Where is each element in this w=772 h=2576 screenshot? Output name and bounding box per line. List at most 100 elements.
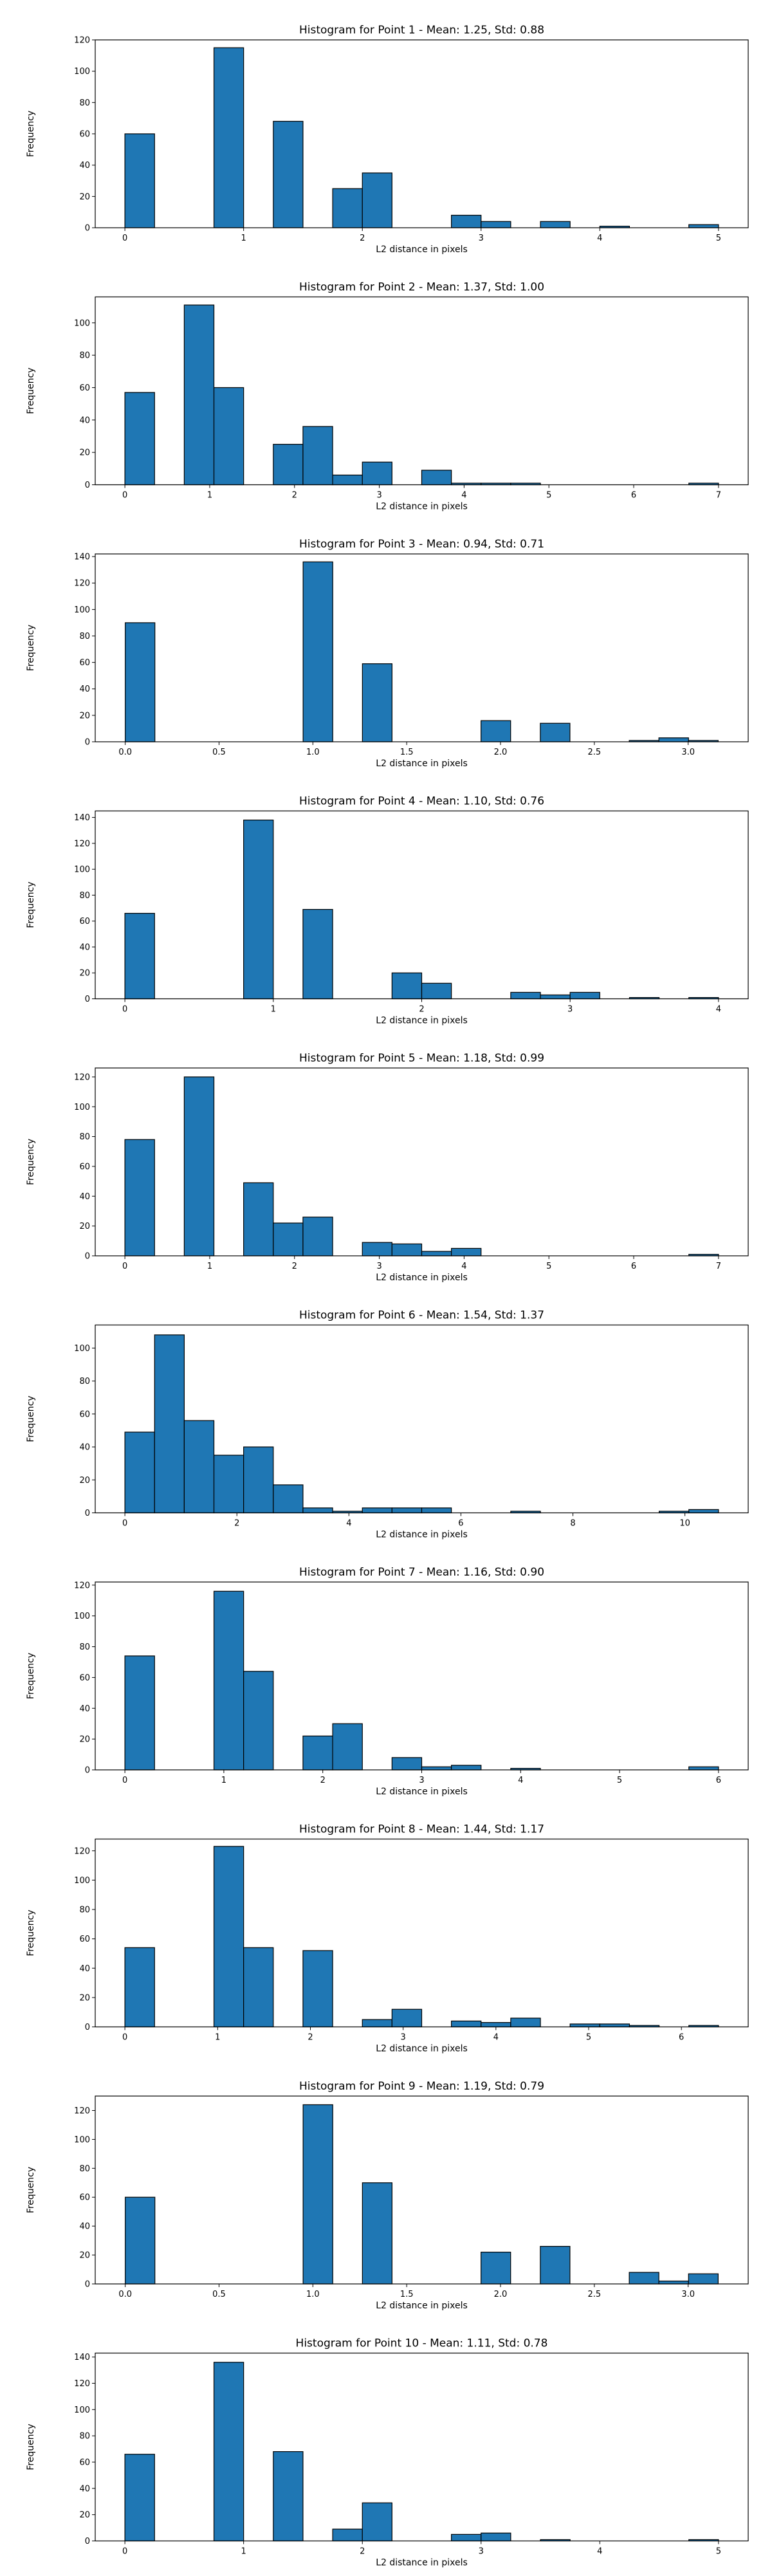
x-axis-label: L2 distance in pixels [376, 1273, 468, 1283]
histogram-bar [332, 1723, 363, 1771]
histogram-bar [391, 1757, 423, 1771]
histogram-bar [332, 188, 363, 228]
y-tick-label: 20 [79, 448, 90, 458]
histogram-bar [243, 1446, 274, 1514]
y-tick-label: 40 [79, 1964, 90, 1974]
x-tick-label: 5 [716, 234, 721, 243]
y-tick-label: 120 [74, 1072, 90, 1082]
x-axis-label: L2 distance in pixels [376, 2558, 468, 2568]
y-tick-label: 100 [74, 1344, 90, 1354]
x-tick-label: 2 [360, 234, 365, 243]
histogram-bar [510, 991, 541, 1000]
histogram-bar [362, 663, 393, 742]
x-tick-label: 0.5 [212, 748, 226, 757]
y-tick-label: 0 [85, 1509, 90, 1518]
y-tick-label: 60 [79, 2193, 90, 2203]
x-tick-label: 5 [546, 491, 551, 501]
x-axis-label: L2 distance in pixels [376, 2301, 468, 2311]
histogram-bar [362, 2502, 392, 2542]
x-tick-label: 3 [376, 1262, 381, 1271]
histogram-bar [629, 2272, 659, 2285]
histogram-bar [451, 2020, 482, 2028]
x-tick-label: 3.0 [681, 748, 695, 757]
x-tick-label: 5 [586, 2033, 591, 2043]
histogram-bar [273, 1484, 304, 1514]
chart-title: Histogram for Point 6 - Mean: 1.54, Std:… [299, 1309, 544, 1322]
y-tick-label: 40 [79, 1443, 90, 1453]
histogram-bar [243, 1182, 274, 1256]
y-tick-label: 20 [79, 2251, 90, 2261]
y-tick-label: 120 [74, 2106, 90, 2116]
x-tick-label: 3 [419, 1776, 424, 1785]
y-tick-label: 20 [79, 969, 90, 979]
histogram-bar [481, 720, 511, 742]
y-tick-label: 80 [79, 891, 90, 901]
histogram-bar [213, 2362, 244, 2542]
x-tick-label: 2 [292, 491, 297, 501]
plot-frame [95, 810, 749, 1000]
x-tick-label: 3 [479, 2547, 484, 2557]
y-axis-label: Frequency [26, 2424, 36, 2470]
x-tick-label: 5 [546, 1262, 551, 1271]
y-tick-label: 60 [79, 1935, 90, 1944]
histogram-bar [688, 1766, 719, 1771]
y-tick-label: 100 [74, 2135, 90, 2145]
x-tick-label: 2 [360, 2547, 365, 2557]
x-tick-label: 0 [122, 1519, 127, 1529]
histogram-bar [569, 2023, 600, 2028]
plot-frame [95, 296, 749, 486]
histogram-bar [421, 982, 452, 1000]
x-tick-label: 0 [122, 2033, 127, 2043]
x-tick-label: 4 [461, 1262, 466, 1271]
y-tick-label: 100 [74, 605, 90, 615]
histogram-bar [302, 908, 333, 1000]
chart-panel-2: Histogram for Point 2 - Mean: 1.37, Std:… [26, 281, 749, 512]
y-tick-label: 60 [79, 1410, 90, 1419]
x-axis-label: L2 distance in pixels [376, 1016, 468, 1026]
y-tick-label: 60 [79, 383, 90, 393]
x-tick-label: 3 [376, 491, 381, 501]
x-tick-label: 3 [567, 1005, 573, 1015]
x-tick-label: 6 [716, 1776, 721, 1785]
histogram-bar [481, 2251, 511, 2285]
x-tick-label: 0 [122, 2547, 127, 2557]
y-tick-label: 40 [79, 1192, 90, 1202]
x-tick-label: 0.0 [118, 2290, 132, 2299]
x-tick-label: 4 [461, 491, 466, 501]
y-tick-label: 20 [79, 1476, 90, 1486]
y-tick-label: 20 [79, 1222, 90, 1231]
y-tick-label: 80 [79, 632, 90, 641]
histogram-bar [421, 1507, 452, 1514]
histogram-bar [124, 392, 155, 486]
y-tick-label: 20 [79, 1735, 90, 1745]
y-tick-label: 120 [74, 2379, 90, 2389]
y-tick-label: 20 [79, 711, 90, 721]
chart-title: Histogram for Point 8 - Mean: 1.44, Std:… [299, 1823, 544, 1836]
x-tick-label: 2 [419, 1005, 424, 1015]
x-tick-label: 4 [597, 234, 602, 243]
histogram-bar [332, 474, 363, 486]
plot-frame [95, 2095, 749, 2285]
histogram-bar [658, 737, 689, 742]
histogram-bar [302, 1950, 333, 2028]
x-tick-label: 2 [234, 1519, 239, 1529]
x-tick-label: 1.5 [400, 748, 414, 757]
x-tick-label: 2 [292, 1262, 297, 1271]
y-tick-label: 0 [85, 224, 90, 234]
y-tick-label: 80 [79, 2164, 90, 2174]
chart-panel-8: Histogram for Point 8 - Mean: 1.44, Std:… [26, 1823, 749, 2054]
y-tick-label: 0 [85, 2023, 90, 2032]
histogram-bar [481, 2022, 511, 2028]
histogram-bar [124, 2454, 155, 2542]
x-tick-label: 2 [308, 2033, 313, 2043]
histogram-bar [124, 1655, 155, 1771]
y-tick-label: 80 [79, 98, 90, 108]
plot-frame [95, 1838, 749, 2028]
histogram-bar [243, 819, 274, 1000]
chart-panel-4: Histogram for Point 4 - Mean: 1.10, Std:… [26, 795, 749, 1026]
y-tick-label: 40 [79, 1704, 90, 1714]
y-tick-label: 0 [85, 995, 90, 1004]
histogram-bar [688, 1509, 719, 1514]
y-tick-label: 60 [79, 1673, 90, 1683]
